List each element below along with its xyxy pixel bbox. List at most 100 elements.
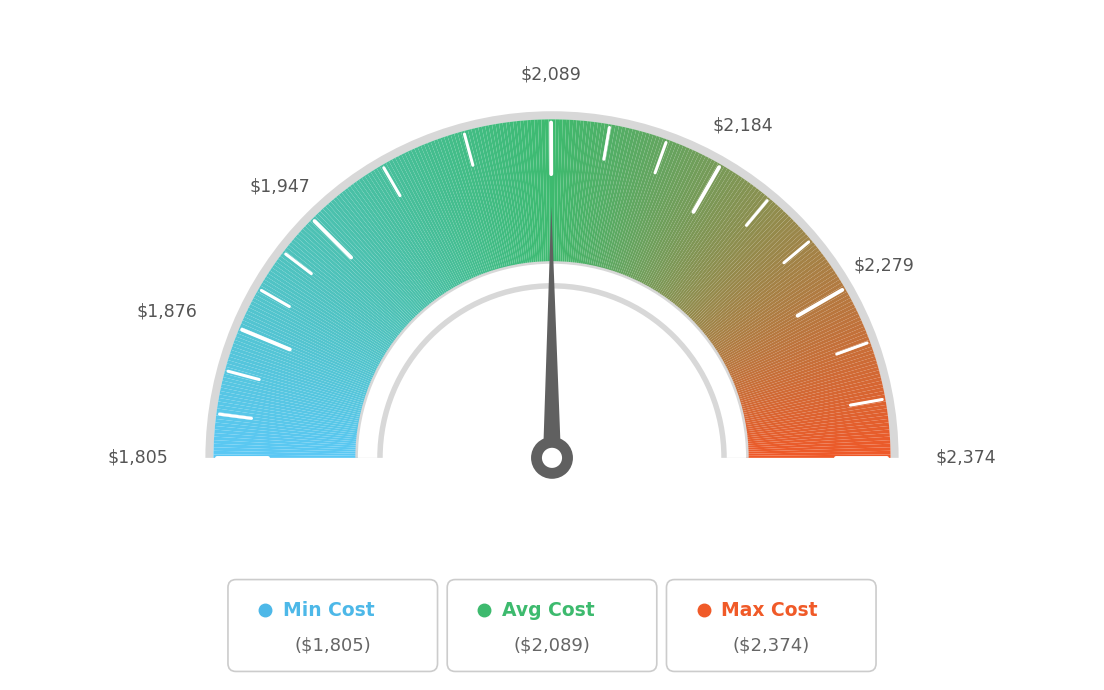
Wedge shape [744,419,889,437]
Wedge shape [257,288,384,363]
Text: Max Cost: Max Cost [721,600,818,620]
Wedge shape [679,201,776,313]
Wedge shape [344,188,435,305]
Wedge shape [411,148,474,282]
Wedge shape [496,124,522,267]
Wedge shape [704,250,821,341]
Wedge shape [656,172,736,295]
Wedge shape [582,124,608,267]
Wedge shape [237,330,373,386]
Wedge shape [712,268,834,351]
Wedge shape [741,388,884,420]
Wedge shape [229,353,368,400]
Wedge shape [612,136,660,275]
Text: ($2,089): ($2,089) [513,636,591,655]
Wedge shape [214,433,359,446]
Wedge shape [254,295,382,366]
Wedge shape [240,324,374,383]
Wedge shape [743,402,887,428]
Wedge shape [700,239,813,335]
Wedge shape [385,161,459,289]
Wedge shape [431,141,485,277]
Wedge shape [574,121,594,266]
Wedge shape [454,132,498,273]
Wedge shape [342,190,434,306]
Wedge shape [226,364,367,406]
Wedge shape [722,298,852,368]
Wedge shape [728,317,861,380]
Wedge shape [725,307,857,374]
Text: $1,805: $1,805 [107,449,168,467]
Wedge shape [440,137,490,275]
Wedge shape [358,264,746,458]
Wedge shape [670,190,762,306]
Wedge shape [402,153,468,284]
Wedge shape [708,256,826,344]
Wedge shape [719,286,846,361]
Wedge shape [227,360,367,404]
Wedge shape [734,346,873,396]
Wedge shape [731,330,867,386]
Wedge shape [572,121,591,266]
Wedge shape [475,128,510,270]
Wedge shape [737,360,877,404]
Text: ($1,805): ($1,805) [295,636,371,655]
Wedge shape [520,121,535,265]
Wedge shape [235,337,371,391]
Wedge shape [728,314,860,377]
Wedge shape [213,447,359,454]
Text: ($2,374): ($2,374) [733,636,810,655]
Wedge shape [745,433,890,446]
Wedge shape [693,226,802,327]
Wedge shape [457,132,500,272]
Wedge shape [581,123,605,267]
Wedge shape [566,120,581,265]
Wedge shape [283,250,400,341]
Wedge shape [355,180,442,300]
Wedge shape [545,119,550,264]
Wedge shape [221,384,363,417]
Wedge shape [676,197,771,310]
Wedge shape [243,317,376,380]
Wedge shape [355,262,749,458]
Wedge shape [492,124,520,268]
Wedge shape [465,130,503,271]
FancyBboxPatch shape [227,580,437,671]
Wedge shape [659,176,742,298]
Wedge shape [619,141,673,277]
Wedge shape [596,128,633,270]
Wedge shape [564,120,576,265]
Wedge shape [681,206,782,315]
Wedge shape [359,178,444,299]
Wedge shape [517,121,534,266]
Wedge shape [721,292,849,364]
Wedge shape [264,277,389,356]
Wedge shape [231,346,370,396]
Wedge shape [461,131,502,272]
Wedge shape [741,384,883,417]
Wedge shape [616,138,667,276]
Wedge shape [268,270,391,353]
Wedge shape [688,216,792,321]
Text: $1,947: $1,947 [250,178,310,196]
Wedge shape [362,176,445,298]
Wedge shape [684,211,786,318]
Wedge shape [680,204,778,314]
Wedge shape [645,161,719,289]
Wedge shape [716,279,841,357]
Wedge shape [302,226,411,327]
Wedge shape [278,256,396,344]
Wedge shape [499,123,523,267]
Wedge shape [296,234,407,331]
Wedge shape [690,221,796,324]
Wedge shape [602,131,643,272]
Wedge shape [405,152,469,284]
Wedge shape [434,139,487,277]
Wedge shape [276,259,395,346]
Wedge shape [219,398,362,426]
Wedge shape [672,193,765,308]
Wedge shape [625,144,683,279]
Wedge shape [485,126,516,268]
Wedge shape [559,119,566,264]
Wedge shape [258,286,385,361]
